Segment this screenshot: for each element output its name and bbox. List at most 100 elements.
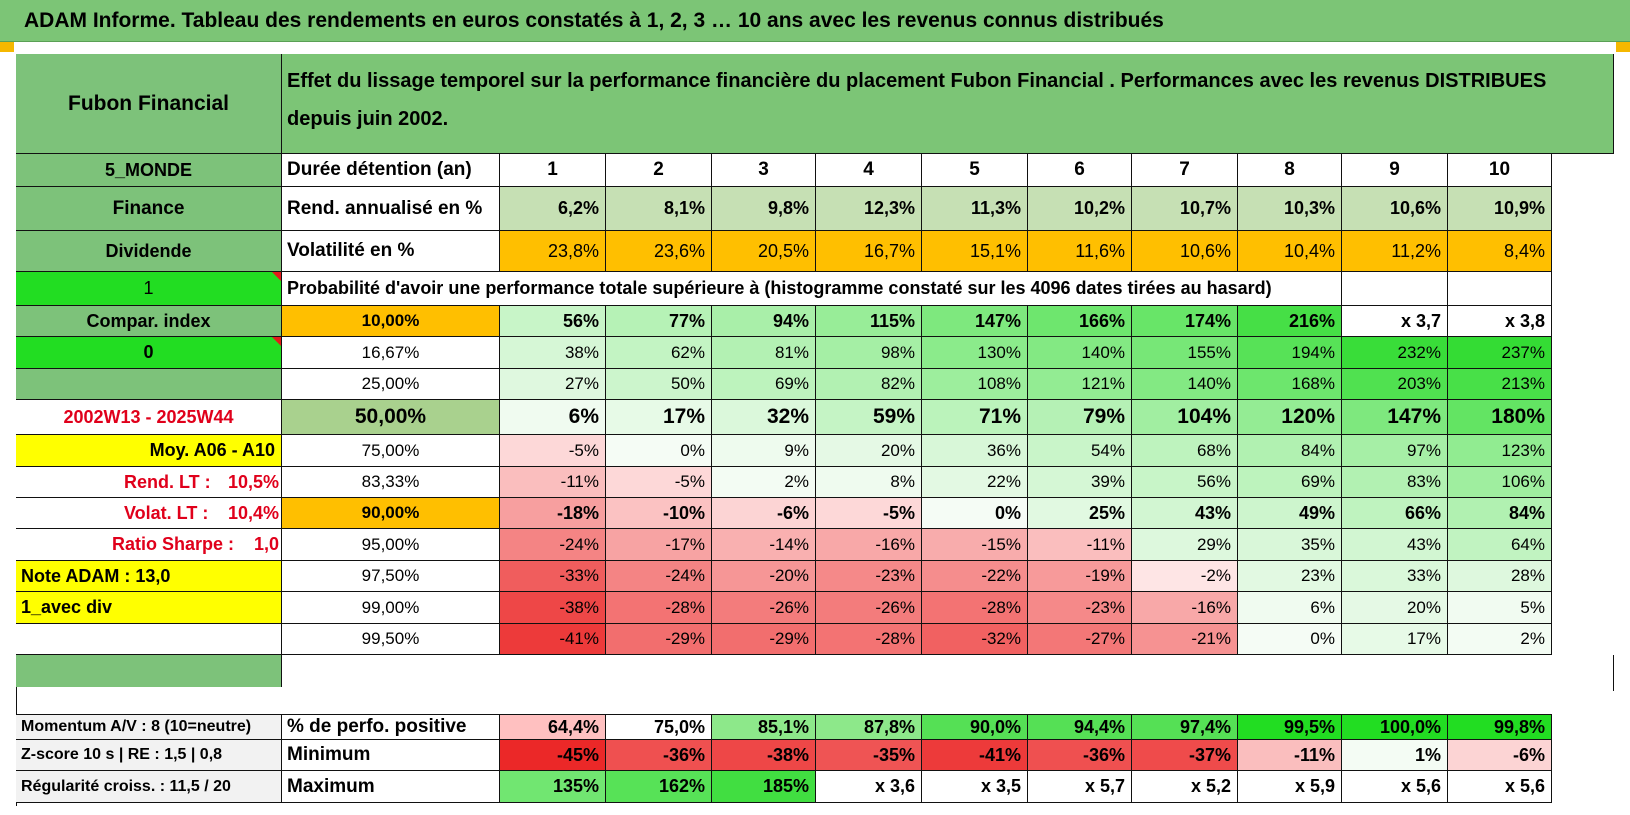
bottom-value: 99,5% xyxy=(1238,714,1342,740)
quantile-value: x 3,7 xyxy=(1342,306,1448,337)
quantile-value: 123% xyxy=(1448,435,1552,467)
bottom-value: 99,8% xyxy=(1448,714,1552,740)
quantile-value: 237% xyxy=(1448,337,1552,369)
quantile-value: 166% xyxy=(1028,306,1132,337)
quantile-value: 32% xyxy=(712,400,816,435)
quantile-value: 64% xyxy=(1448,529,1552,561)
compar-index-cell: Compar. index xyxy=(16,306,282,337)
quantile-value: 6% xyxy=(500,400,606,435)
quantile-value: -28% xyxy=(816,624,922,655)
quantile-value: 27% xyxy=(500,369,606,400)
quantile-label: 50,00% xyxy=(282,400,500,435)
year-header: 1 xyxy=(500,154,606,187)
annual-return-value: 6,2% xyxy=(500,187,606,231)
quantile-value: 69% xyxy=(712,369,816,400)
quantile-value: 8% xyxy=(816,467,922,498)
quantile-value: 66% xyxy=(1342,498,1448,529)
quantile-value: 216% xyxy=(1238,306,1342,337)
quantile-value: 94% xyxy=(712,306,816,337)
fund-name-cell: Fubon Financial xyxy=(16,54,282,154)
bottom-value: 185% xyxy=(712,771,816,803)
volatility-value: 10,4% xyxy=(1238,231,1342,272)
quantile-label: 97,50% xyxy=(282,561,500,592)
quantile-value: 28% xyxy=(1448,561,1552,592)
quantile-value: 140% xyxy=(1028,337,1132,369)
lt-metric-value: 10,5% xyxy=(228,471,280,492)
volatility-value: 15,1% xyxy=(922,231,1028,272)
bottom-row-label: Minimum xyxy=(282,740,500,771)
quantile-value: -5% xyxy=(500,435,606,467)
quantile-value: 50% xyxy=(606,369,712,400)
bottom-value: 85,1% xyxy=(712,714,816,740)
bottom-value: -45% xyxy=(500,740,606,771)
comment-marker xyxy=(272,337,281,346)
lt-metric-label: Ratio Sharpe : xyxy=(112,534,235,554)
volatility-value: 23,6% xyxy=(606,231,712,272)
quantile-value: 20% xyxy=(816,435,922,467)
annual-return-value: 8,1% xyxy=(606,187,712,231)
quantile-value: 35% xyxy=(1238,529,1342,561)
quantile-value: 0% xyxy=(606,435,712,467)
quantile-label: 99,00% xyxy=(282,592,500,624)
quantile-value: 121% xyxy=(1028,369,1132,400)
quantile-value: 155% xyxy=(1132,337,1238,369)
lt-vol-cell xyxy=(16,498,282,529)
report-header-bar: ADAM Informe. Tableau des rendements en … xyxy=(0,0,1630,42)
quantile-label: 83,33% xyxy=(282,467,500,498)
quantile-value: -5% xyxy=(816,498,922,529)
bottom-value: 90,0% xyxy=(922,714,1028,740)
quantile-value: 6% xyxy=(1238,592,1342,624)
quantile-value: -26% xyxy=(712,592,816,624)
quantile-value: 17% xyxy=(1342,624,1448,655)
quantile-value: -38% xyxy=(500,592,606,624)
quantile-value: 106% xyxy=(1448,467,1552,498)
performance-table: Fubon Financial Effet du lissage temporel… xyxy=(16,54,1614,806)
compar-flag-cell: 0 xyxy=(16,337,282,369)
quantile-value: 29% xyxy=(1132,529,1238,561)
bottom-value: -41% xyxy=(922,740,1028,771)
quantile-value: -17% xyxy=(606,529,712,561)
quantile-value: 43% xyxy=(1132,498,1238,529)
quantile-value: 22% xyxy=(922,467,1028,498)
quantile-value: 5% xyxy=(1448,592,1552,624)
probability-title: Probabilité d'avoir une performance tota… xyxy=(282,272,1342,306)
quantile-value: -22% xyxy=(922,561,1028,592)
quantile-value: -19% xyxy=(1028,561,1132,592)
quantile-value: 104% xyxy=(1132,400,1238,435)
bottom-value: 94,4% xyxy=(1028,714,1132,740)
volatility-value: 23,8% xyxy=(500,231,606,272)
right-corner-mark xyxy=(1616,42,1630,52)
quantile-value: -28% xyxy=(922,592,1028,624)
quantile-value: 147% xyxy=(922,306,1028,337)
quantile-value: 140% xyxy=(1132,369,1238,400)
bottom-value: 64,4% xyxy=(500,714,606,740)
year-header: 4 xyxy=(816,154,922,187)
quantile-value: -2% xyxy=(1132,561,1238,592)
year-header: 2 xyxy=(606,154,712,187)
quantile-value: 36% xyxy=(922,435,1028,467)
bottom-row-label: % de perfo. positive xyxy=(282,714,500,740)
quantile-value: 79% xyxy=(1028,400,1132,435)
bottom-value: 87,8% xyxy=(816,714,922,740)
year-header: 6 xyxy=(1028,154,1132,187)
volatility-value: 8,4% xyxy=(1448,231,1552,272)
quantile-value: x 3,8 xyxy=(1448,306,1552,337)
quantile-value: 77% xyxy=(606,306,712,337)
bottom-value: -36% xyxy=(1028,740,1132,771)
bottom-value: 97,4% xyxy=(1132,714,1238,740)
quantile-label: 10,00% xyxy=(282,306,500,337)
quantile-label: 99,50% xyxy=(282,624,500,655)
spacer xyxy=(282,655,1614,691)
bottom-value: x 3,6 xyxy=(816,771,922,803)
quantile-label: 90,00% xyxy=(282,498,500,529)
quantile-value: 56% xyxy=(1132,467,1238,498)
quantile-value: 2% xyxy=(712,467,816,498)
year-header: 7 xyxy=(1132,154,1238,187)
quantile-value: 49% xyxy=(1238,498,1342,529)
volatility-value: 20,5% xyxy=(712,231,816,272)
quantile-value: -5% xyxy=(606,467,712,498)
annual-return-value: 10,2% xyxy=(1028,187,1132,231)
quantile-value: 68% xyxy=(1132,435,1238,467)
quantile-value: 84% xyxy=(1238,435,1342,467)
bottom-value: x 5,2 xyxy=(1132,771,1238,803)
